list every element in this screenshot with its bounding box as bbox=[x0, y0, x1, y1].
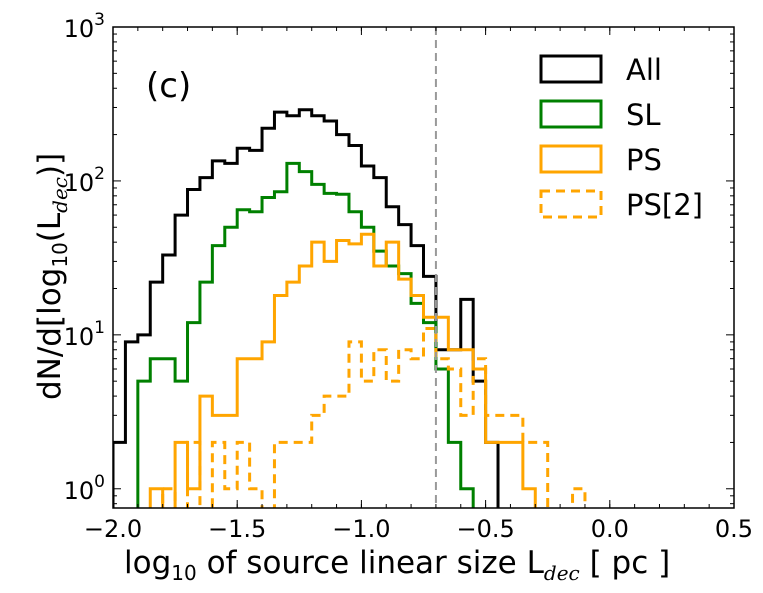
x-tick-label: −1.5 bbox=[208, 515, 266, 543]
series-sl-step-line bbox=[136, 161, 475, 508]
y-tick-label: 103 bbox=[64, 10, 105, 43]
x-tick-label: −2.0 bbox=[84, 515, 142, 543]
series-layer bbox=[113, 108, 587, 508]
x-tick-label: −1.0 bbox=[332, 515, 390, 543]
series-ps-step-line bbox=[148, 232, 537, 508]
x-axis-label: log10 of source linear size Ldec [ pc ] bbox=[124, 545, 670, 585]
legend-label-ps: PS bbox=[626, 143, 662, 177]
axes-frame bbox=[112, 26, 735, 509]
y-axis-label-main: dN/d[log bbox=[32, 268, 68, 400]
x-tick-label: 0.5 bbox=[715, 515, 753, 543]
series-ps2-step-line bbox=[161, 326, 587, 508]
y-tick-label: 102 bbox=[64, 164, 105, 197]
x-axis-label-rest: of source linear size L bbox=[197, 545, 545, 581]
x-axis-label-main: log bbox=[124, 545, 171, 581]
y-axis-label: dN/d[log10(Ldec)] bbox=[32, 153, 72, 400]
x-axis-ticks: −2.0 −1.5 −1.0 −0.5 0.0 0.5 bbox=[84, 27, 753, 543]
y-tick-label: 100 bbox=[64, 472, 105, 505]
legend-swatch-ps bbox=[539, 144, 603, 174]
panel-label: (c) bbox=[146, 66, 191, 106]
y-axis-label-end: )] bbox=[32, 153, 68, 177]
x-axis-label-end: [ pc ] bbox=[580, 545, 670, 581]
y-axis-label-sub2: dec bbox=[48, 177, 72, 213]
x-tick-label: −0.5 bbox=[456, 515, 514, 543]
y-axis-label-mid: (L bbox=[32, 212, 68, 242]
legend-swatch-ps2 bbox=[539, 189, 603, 219]
y-tick-label: 101 bbox=[64, 318, 105, 351]
legend-label-sl: SL bbox=[626, 98, 661, 132]
legend-swatch-sl bbox=[539, 99, 603, 129]
y-axis-ticks: 100 101 102 103 bbox=[64, 10, 734, 505]
plot-frame bbox=[112, 26, 735, 509]
legend-label-all: All bbox=[626, 53, 662, 87]
x-axis-label-sub: 10 bbox=[171, 561, 196, 585]
legend-swatch-all bbox=[539, 54, 603, 84]
legend-label-ps2: PS[2] bbox=[626, 188, 703, 222]
x-tick-label: 0.0 bbox=[591, 515, 629, 543]
x-axis-label-sub2: dec bbox=[544, 561, 580, 585]
y-axis-label-sub: 10 bbox=[48, 242, 72, 267]
legend: All SL PS PS[2] bbox=[539, 53, 703, 222]
